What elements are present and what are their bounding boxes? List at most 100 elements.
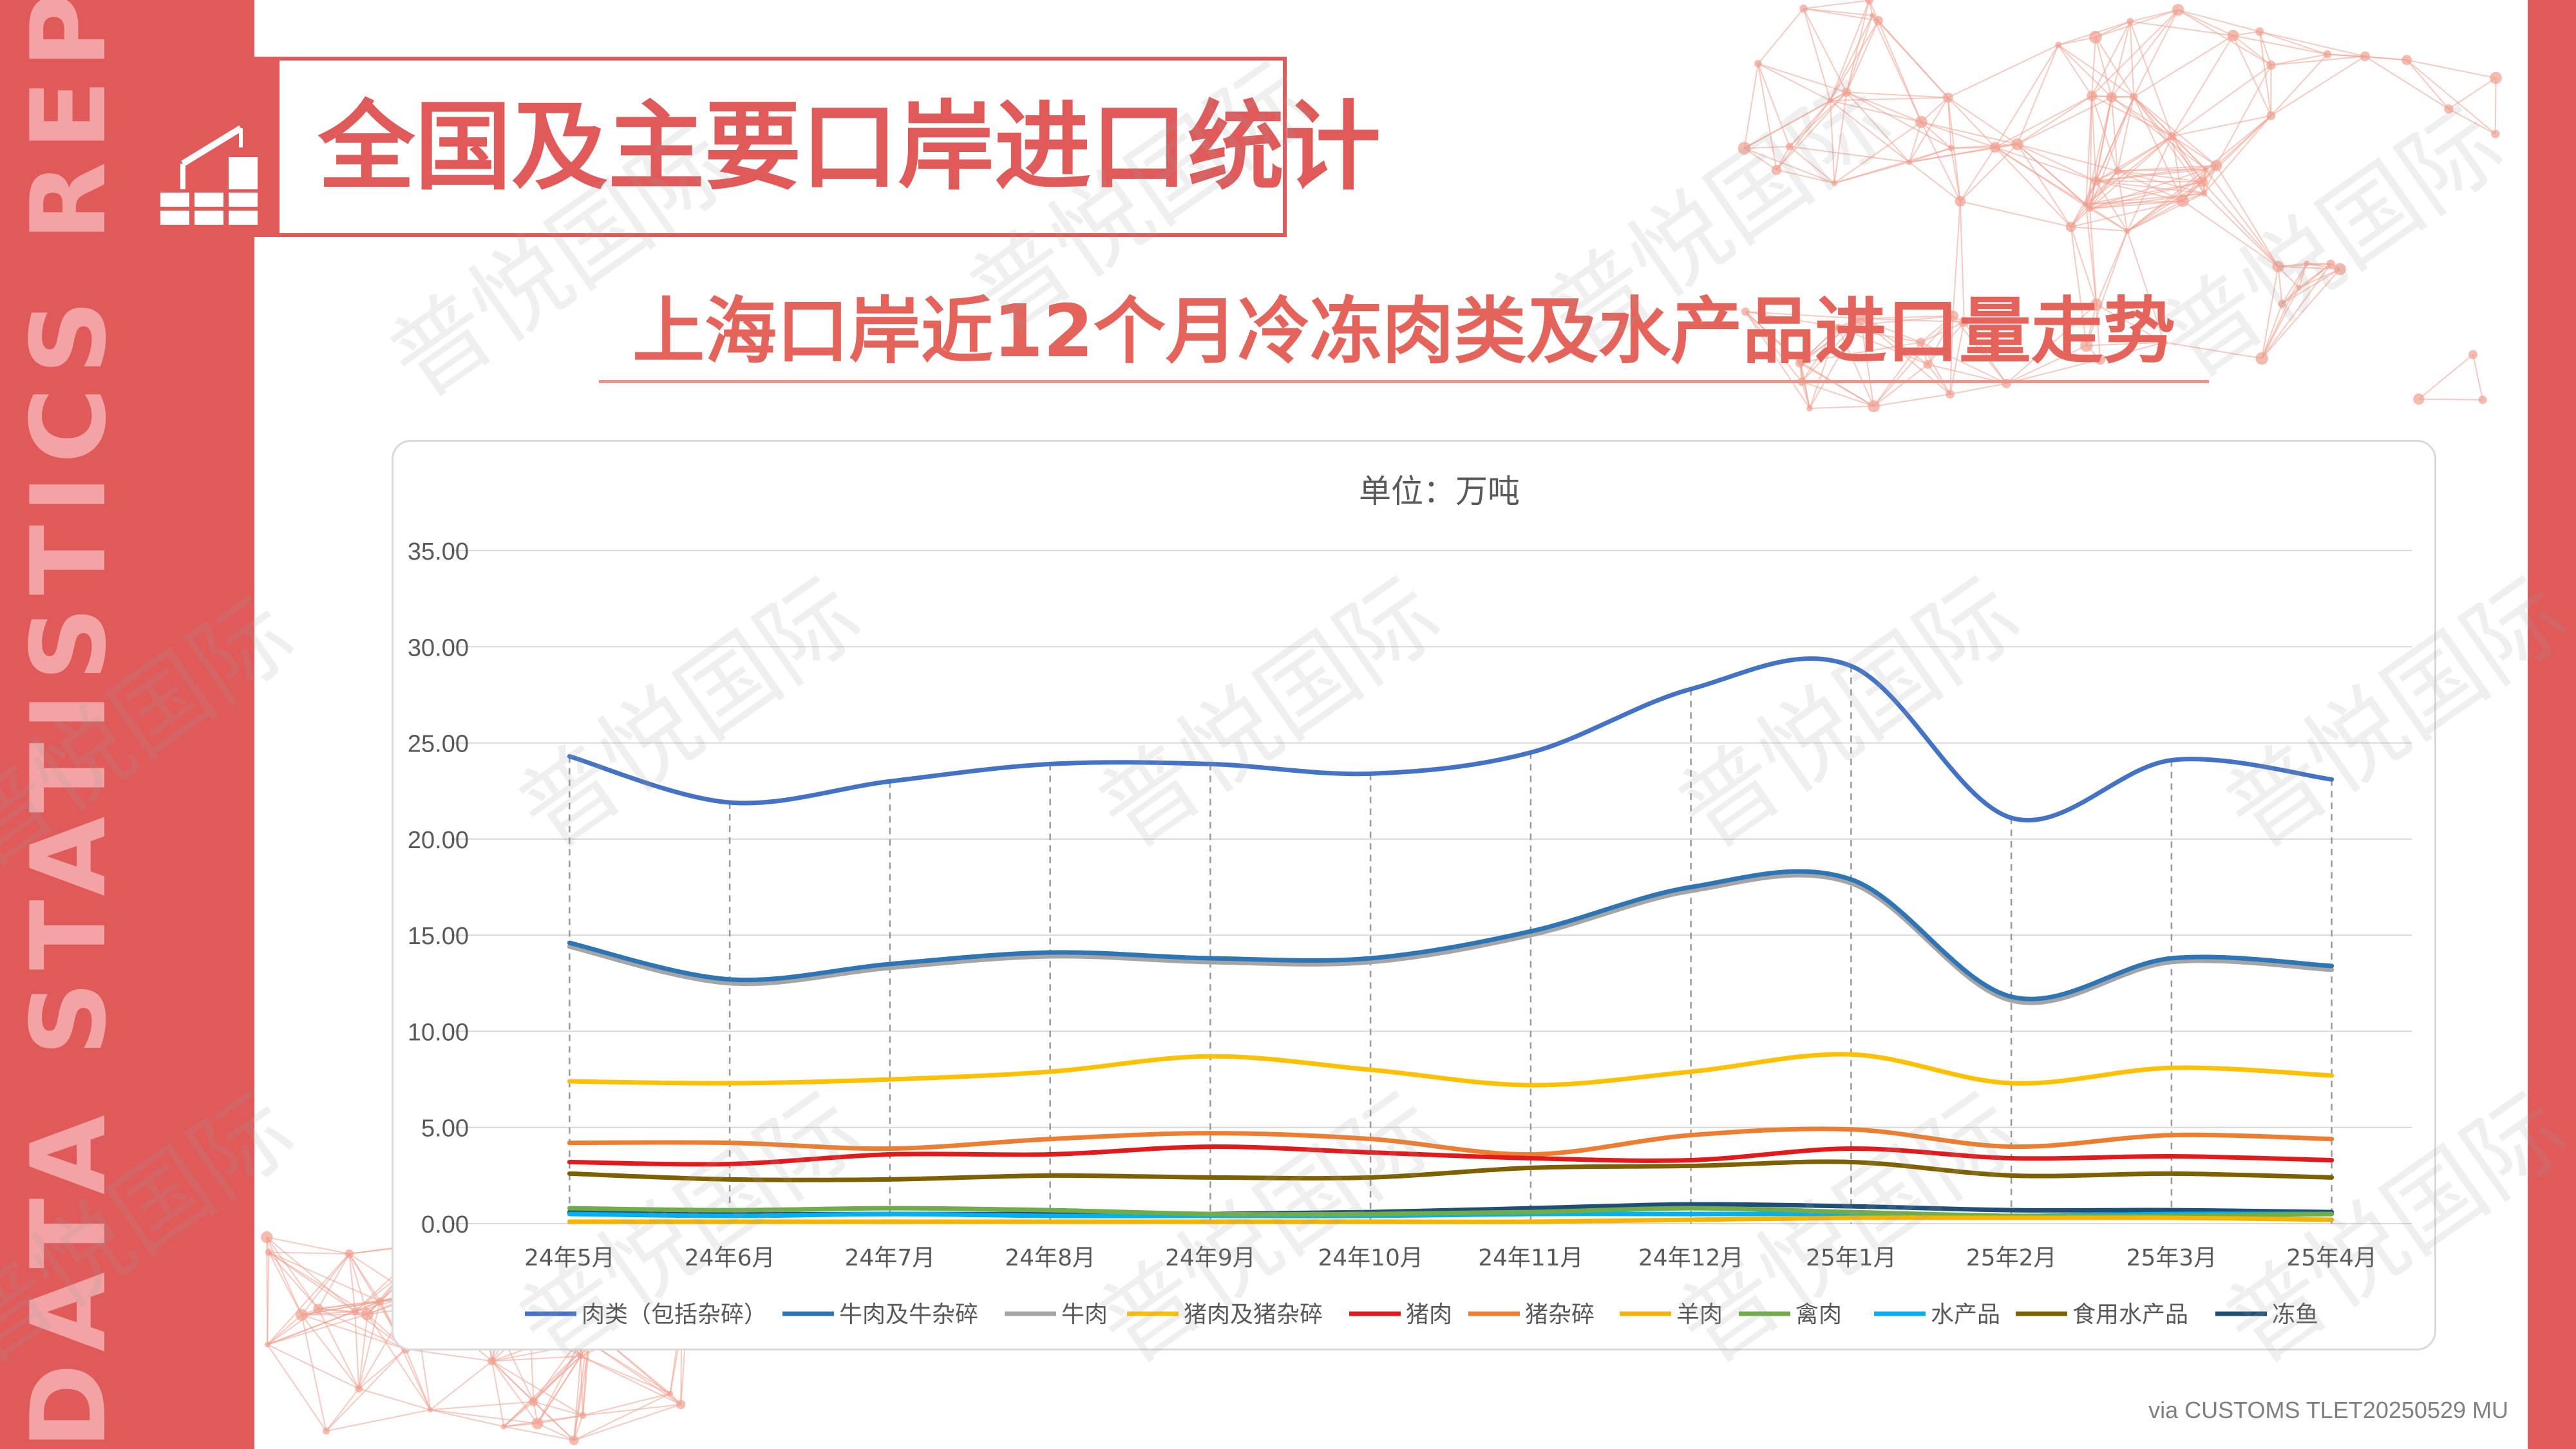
network-link: [430, 1409, 538, 1425]
network-link: [1873, 364, 1929, 407]
network-link: [2058, 44, 2092, 97]
network-node: [667, 1390, 674, 1397]
network-link: [1947, 97, 1952, 149]
network-link: [1803, 0, 1870, 10]
network-node: [296, 1309, 308, 1321]
network-link: [2006, 345, 2087, 384]
network-node: [2444, 104, 2454, 114]
network-link: [2261, 266, 2279, 359]
network-node: [531, 1417, 544, 1430]
network-link: [1994, 146, 2096, 182]
y-tick-label: 15.00: [408, 923, 469, 950]
network-node: [2087, 90, 2098, 101]
network-link: [491, 1361, 505, 1427]
network-link: [1846, 91, 1948, 99]
network-link: [2006, 359, 2101, 384]
network-link: [301, 1253, 350, 1316]
network-link: [2085, 97, 2112, 205]
network-node: [2201, 190, 2208, 197]
network-node: [2087, 205, 2094, 213]
network-link: [2096, 180, 2204, 194]
network-link: [1920, 341, 2007, 384]
network-link: [2232, 35, 2272, 66]
page-title: 全国及主要口岸进口统计: [318, 91, 1381, 204]
network-link: [1964, 321, 2007, 384]
network-node: [2304, 260, 2310, 267]
network-link: [2070, 227, 2087, 346]
network-link: [2089, 95, 2093, 209]
network-link: [2215, 165, 2279, 267]
network-link: [2172, 35, 2234, 137]
network-link: [2016, 144, 2087, 205]
network-link: [1860, 315, 1953, 319]
network-link: [2270, 53, 2328, 117]
network-link: [1744, 146, 1790, 149]
network-link: [325, 1388, 360, 1432]
network-link: [573, 1403, 681, 1441]
network-link: [348, 1253, 356, 1312]
network-link: [1743, 63, 1759, 149]
network-node: [2124, 228, 2130, 234]
network-link: [1757, 8, 1804, 64]
network-link: [1921, 121, 2018, 146]
network-link: [2095, 37, 2135, 97]
network-link: [2418, 398, 2483, 401]
network-link: [267, 1236, 350, 1255]
header-banner: 全国及主要口岸进口统计: [140, 57, 1381, 237]
network-link: [2203, 115, 2272, 194]
network-link: [266, 1236, 319, 1309]
network-node: [1873, 15, 1883, 26]
right-color-strip: [2528, 0, 2576, 1449]
network-link: [2130, 21, 2233, 37]
network-link: [2086, 200, 2183, 205]
network-node: [265, 1249, 272, 1256]
network-link: [1803, 8, 1873, 16]
network-link: [491, 1360, 583, 1416]
network-link: [1837, 327, 1875, 407]
network-link: [267, 1344, 327, 1432]
network-node: [2095, 354, 2106, 365]
network-link: [1846, 20, 1879, 93]
network-link: [1920, 342, 1951, 395]
network-link: [1757, 63, 1790, 147]
network-link: [267, 1313, 368, 1345]
network-link: [580, 1355, 671, 1394]
network-link: [2085, 304, 2098, 346]
network-link: [2406, 59, 2450, 109]
network-link: [2172, 135, 2206, 170]
network-link: [301, 1314, 406, 1350]
network-node: [1868, 400, 1880, 413]
network-link: [1789, 146, 1835, 184]
network-link: [1809, 405, 1874, 409]
network-link: [430, 1409, 504, 1428]
network-node: [2011, 138, 2023, 151]
x-tick-label: 25年3月: [2126, 1245, 2217, 1271]
x-tick-label: 24年10月: [1318, 1245, 1423, 1271]
network-node: [2333, 263, 2346, 276]
network-link: [1830, 100, 1835, 184]
network-link: [2406, 59, 2496, 135]
network-link: [2281, 263, 2307, 305]
network-link: [2259, 31, 2365, 57]
network-node: [529, 1397, 538, 1406]
network-link: [2096, 231, 2128, 305]
network-link: [1846, 15, 1873, 93]
network-link: [1745, 311, 1861, 319]
network-node: [2172, 4, 2184, 16]
network-link: [2261, 269, 2341, 359]
network-link: [1920, 122, 1961, 202]
network-link: [1799, 363, 1810, 409]
network-node: [2079, 339, 2093, 352]
network-node: [2266, 60, 2276, 70]
network-node: [488, 1356, 497, 1366]
network-node: [2401, 55, 2412, 66]
network-node: [1834, 323, 1842, 330]
network-link: [358, 1388, 431, 1411]
legend-entry: 牛肉: [1061, 1302, 1108, 1328]
network-link: [1837, 326, 1921, 343]
network-node: [2210, 160, 2222, 171]
y-tick-label: 30.00: [408, 634, 469, 661]
network-node: [1827, 97, 1833, 104]
legend-entry: 牛肉及牛杂碎: [839, 1302, 978, 1328]
network-node: [579, 1412, 587, 1419]
